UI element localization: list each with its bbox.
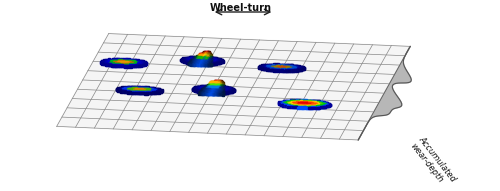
Text: Accumulated
wear-depth: Accumulated wear-depth bbox=[408, 135, 458, 190]
Polygon shape bbox=[56, 34, 410, 140]
Polygon shape bbox=[358, 46, 412, 140]
Text: Wheel-turn: Wheel-turn bbox=[210, 3, 272, 13]
